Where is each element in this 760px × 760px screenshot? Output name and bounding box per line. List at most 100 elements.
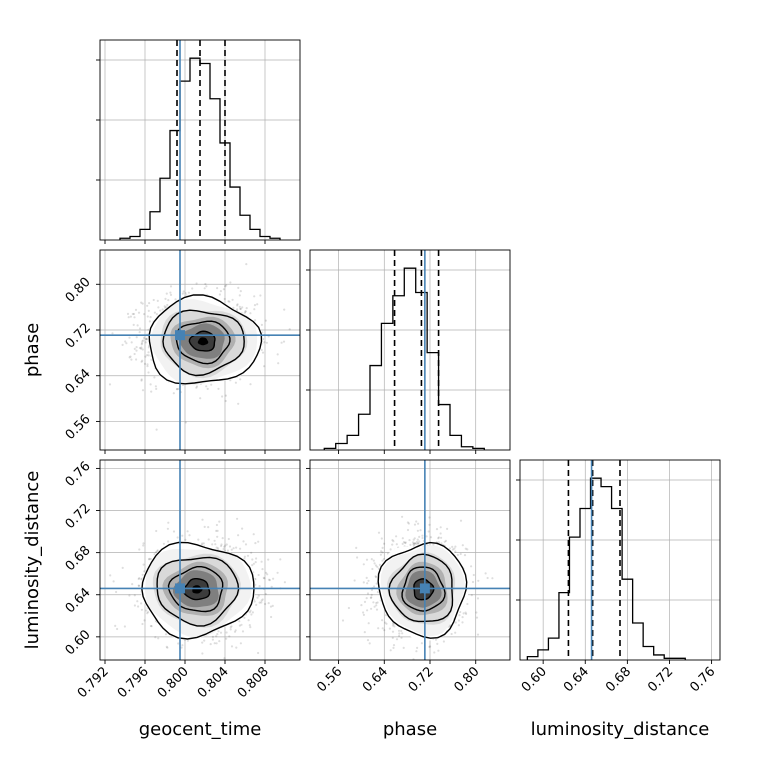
panel-phase-vs-luminosity-distance: 0.56 0.64 0.72 0.80 — [306, 459, 511, 695]
panel-geocent-time-vs-luminosity-distance-sample-point — [229, 626, 232, 629]
panel-geocent-time-vs-luminosity-distance-sample-point — [214, 543, 217, 546]
panel-geocent-time-vs-luminosity-distance-sample-point — [260, 599, 263, 602]
panel-geocent-time-vs-phase-sample-point — [164, 297, 167, 300]
panel-geocent-time-vs-phase: 0.56 0.64 0.72 0.80 — [63, 249, 301, 454]
panel-geocent-time-vs-luminosity-distance-sample-point — [255, 603, 258, 607]
panel-phase-vs-luminosity-distance-sample-point — [369, 596, 372, 600]
panel-phase-vs-luminosity-distance-sample-point — [436, 642, 439, 646]
panel-phase-vs-luminosity-distance-sample-point — [462, 612, 465, 615]
panel-phase-vs-luminosity-distance-sample-point — [355, 546, 358, 550]
panel-phase-vs-luminosity-distance-sample-point — [428, 516, 431, 519]
panel-phase-vs-luminosity-distance-sample-point — [380, 537, 383, 540]
panel-phase-vs-luminosity-distance-sample-point — [380, 550, 383, 553]
panel-geocent-time-vs-luminosity-distance-sample-point — [233, 630, 237, 633]
panel-geocent-time-vs-luminosity-distance-sample-point — [115, 590, 118, 594]
panel-geocent-time-vs-phase-sample-point — [156, 299, 159, 302]
panel-geocent-time-vs-phase-sample-point — [150, 390, 153, 393]
panel-phase-vs-luminosity-distance-sample-point — [421, 534, 424, 537]
panel-geocent-time-vs-phase-sample-point — [229, 281, 232, 284]
panel-phase-vs-luminosity-distance-sample-point — [375, 576, 378, 579]
panel-geocent-time-vs-phase-sample-point — [277, 362, 280, 365]
panel-phase-vs-luminosity-distance-sample-point — [353, 579, 356, 582]
panel-phase-vs-luminosity-distance-sample-point — [381, 546, 384, 550]
panel-geocent-time-vs-luminosity-distance-sample-point — [250, 613, 253, 616]
panel-phase-vs-luminosity-distance-sample-point — [464, 547, 467, 550]
panel-geocent-time-vs-luminosity-distance-sample-point — [251, 564, 254, 567]
panel-phase-vs-luminosity-distance-sample-point — [413, 542, 416, 545]
panel-geocent-time-vs-phase-sample-point — [231, 298, 234, 301]
panel-geocent-time-vs-phase-sample-point — [174, 298, 177, 301]
panel-geocent-time-vs-phase-sample-point — [221, 395, 224, 398]
panel-phase-vs-luminosity-distance-sample-point — [412, 538, 415, 541]
panel-geocent-time-vs-luminosity-distance-sample-point — [184, 538, 187, 541]
panel-phase-vs-luminosity-distance-sample-point — [437, 536, 440, 539]
panel-geocent-time-vs-luminosity-distance-sample-point — [136, 600, 139, 603]
panel-geocent-time-vs-phase-sample-point — [149, 316, 152, 319]
panel-phase-vs-luminosity-distance-sample-point — [411, 541, 415, 544]
panel-geocent-time-vs-phase-sample-point — [223, 297, 226, 301]
panel-phase-vs-luminosity-distance-sample-point — [365, 576, 368, 580]
panel-geocent-time-vs-phase-sample-point — [169, 291, 172, 294]
panel-geocent-time-vs-phase-sample-point — [228, 300, 231, 303]
panel-geocent-time-vs-phase-sample-point — [148, 302, 151, 305]
panel-phase-vs-luminosity-distance-sample-point — [373, 562, 376, 565]
panel-phase-vs-luminosity-distance-sample-point — [378, 563, 381, 567]
panel-geocent-time-vs-phase-sample-point — [169, 293, 173, 296]
hist-luminosity-distance-xtick-label-2: 0.68 — [603, 664, 634, 695]
panel-geocent-time-vs-luminosity-distance-sample-point — [201, 641, 204, 644]
panel-geocent-time-vs-phase-sample-point — [264, 319, 267, 322]
panel-geocent-time-vs-phase-sample-point — [239, 307, 242, 310]
panel-geocent-time-vs-phase-sample-point — [141, 348, 144, 351]
panel-geocent-time-vs-phase-sample-point — [224, 285, 227, 288]
panel-geocent-time-vs-phase-sample-point — [195, 385, 199, 388]
panel-geocent-time-vs-phase-sample-point — [126, 312, 130, 315]
panel-geocent-time-vs-luminosity-distance-sample-point — [209, 643, 212, 646]
panel-geocent-time-vs-luminosity-distance-sample-point — [128, 594, 131, 597]
panel-geocent-time-vs-luminosity-distance-sample-point — [250, 551, 253, 554]
panel-geocent-time-vs-luminosity-distance-sample-point — [138, 577, 141, 580]
panel-phase-vs-luminosity-distance-sample-point — [381, 559, 384, 562]
panel-geocent-time-vs-luminosity-distance-ytick-label-0: 0.60 — [63, 627, 94, 658]
panel-geocent-time-vs-phase-truth-marker — [175, 330, 185, 341]
panel-geocent-time-vs-luminosity-distance-sample-point — [264, 602, 267, 606]
panel-phase-vs-luminosity-distance-sample-point — [376, 565, 379, 569]
panel-geocent-time-vs-luminosity-distance-sample-point — [240, 623, 243, 626]
panel-geocent-time-vs-luminosity-distance-sample-point — [157, 637, 160, 640]
panel-geocent-time-vs-luminosity-distance-sample-point — [254, 578, 257, 581]
panel-phase-vs-luminosity-distance-sample-point — [420, 642, 423, 645]
panel-geocent-time-vs-phase-sample-point — [237, 402, 240, 405]
panel-geocent-time-vs-luminosity-distance-sample-point — [232, 547, 235, 550]
panel-geocent-time-vs-phase-sample-point — [164, 306, 167, 309]
panel-geocent-time-vs-phase-sample-point — [133, 347, 136, 350]
panel-phase-vs-luminosity-distance-sample-point — [470, 565, 473, 568]
panel-geocent-time-vs-luminosity-distance-truth-marker — [175, 583, 185, 594]
panel-geocent-time-vs-luminosity-distance-sample-point — [270, 615, 273, 619]
panel-phase-vs-luminosity-distance-sample-point — [381, 551, 384, 554]
panel-phase-vs-luminosity-distance-sample-point — [416, 529, 419, 532]
panel-phase-vs-luminosity-distance-sample-point — [362, 563, 365, 566]
panel-geocent-time-vs-phase-sample-point — [124, 340, 127, 343]
panel-geocent-time-vs-phase-sample-point — [145, 338, 148, 341]
panel-geocent-time-vs-phase-sample-point — [238, 305, 241, 308]
panel-geocent-time-vs-phase-sample-point — [140, 347, 143, 350]
panel-geocent-time-vs-phase-sample-point — [205, 385, 208, 388]
panel-geocent-time-vs-phase-sample-point — [282, 340, 286, 343]
panel-geocent-time-vs-luminosity-distance-sample-point — [234, 629, 237, 632]
panel-phase-vs-luminosity-distance-sample-point — [448, 624, 452, 627]
panel-geocent-time-vs-phase-sample-point — [288, 328, 291, 331]
panel-phase-vs-luminosity-distance-sample-point — [414, 542, 417, 545]
panel-geocent-time-vs-phase-sample-point — [253, 308, 256, 311]
panel-geocent-time-vs-phase-frame — [99, 249, 301, 451]
panel-geocent-time-vs-phase-sample-point — [131, 312, 134, 316]
panel-phase-vs-luminosity-distance-sample-point — [384, 621, 387, 624]
panel-geocent-time-vs-phase-sample-point — [219, 290, 222, 293]
hist-geocent-time-frame — [99, 39, 301, 241]
panel-phase-vs-luminosity-distance-sample-point — [366, 592, 370, 595]
panel-geocent-time-vs-luminosity-distance-sample-point — [220, 544, 223, 548]
panel-geocent-time-vs-luminosity-distance-sample-point — [133, 594, 136, 597]
panel-phase-vs-luminosity-distance-sample-point — [418, 540, 421, 543]
panel-geocent-time-vs-luminosity-distance-sample-point — [253, 600, 256, 603]
panel-phase-vs-luminosity-distance-sample-point — [415, 542, 418, 546]
panel-phase-vs-luminosity-distance-sample-point — [391, 624, 394, 627]
hist-geocent-time — [96, 39, 301, 244]
